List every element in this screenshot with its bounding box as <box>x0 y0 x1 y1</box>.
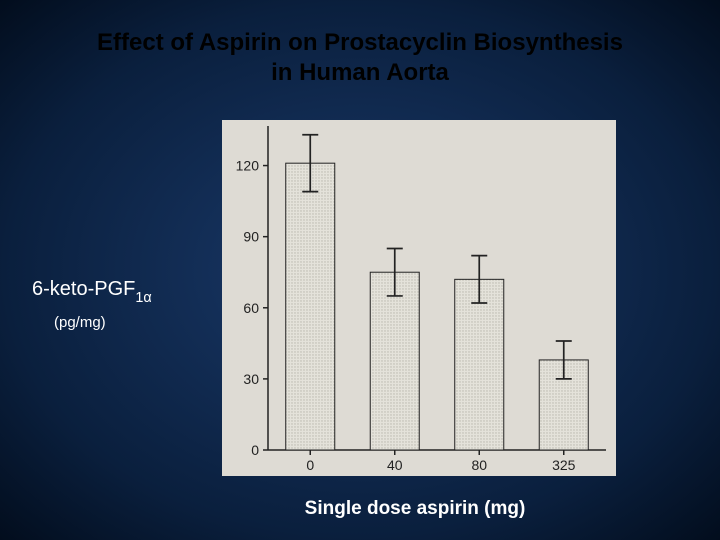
y-axis-label-subscript: 1α <box>135 290 151 306</box>
svg-text:80: 80 <box>471 457 487 473</box>
title-line-2: in Human Aorta <box>271 59 449 86</box>
svg-text:60: 60 <box>243 300 259 316</box>
svg-text:30: 30 <box>243 371 259 387</box>
svg-text:90: 90 <box>243 229 259 245</box>
y-axis-label: 6-keto-PGF1α <box>32 278 152 304</box>
y-axis-units: (pg/mg) <box>54 314 106 331</box>
svg-text:0: 0 <box>306 457 314 473</box>
svg-text:325: 325 <box>552 457 576 473</box>
svg-text:0: 0 <box>251 442 259 458</box>
svg-text:120: 120 <box>236 158 260 174</box>
chart-panel: 0 30 60 90 120 0 40 80 325 <box>222 120 616 476</box>
svg-text:40: 40 <box>387 457 403 473</box>
x-axis-label: Single dose aspirin (mg) <box>0 498 720 520</box>
slide-title: Effect of Aspirin on Prostacyclin Biosyn… <box>0 28 720 88</box>
y-axis-label-text: 6-keto-PGF <box>32 278 135 300</box>
bar-chart: 0 30 60 90 120 0 40 80 325 <box>222 120 616 476</box>
title-line-1: Effect of Aspirin on Prostacyclin Biosyn… <box>97 29 623 56</box>
